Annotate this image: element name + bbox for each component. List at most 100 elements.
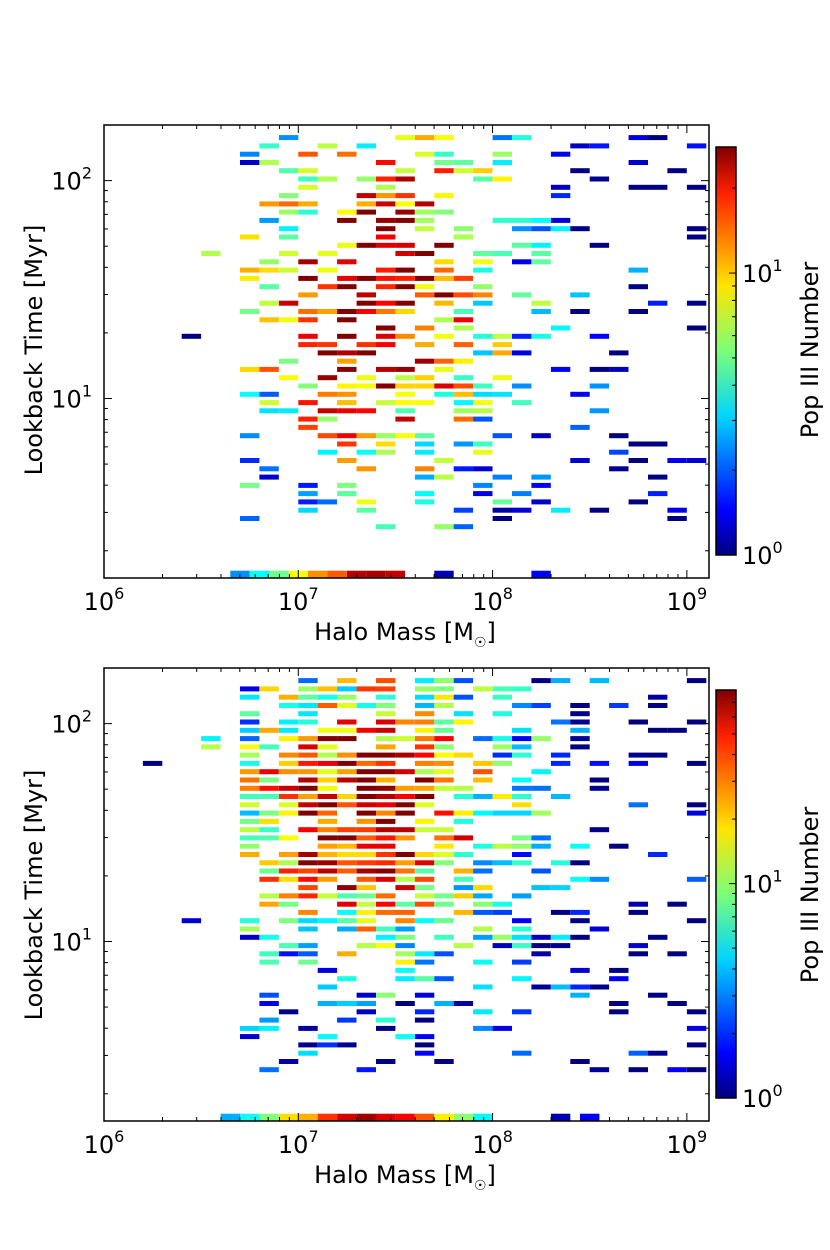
heatmap-cell: [317, 375, 338, 381]
heatmap-cell: [337, 926, 357, 932]
heatmap-cell: [317, 251, 338, 256]
heatmap-cell: [414, 736, 435, 742]
heatmap-cell: [414, 358, 435, 364]
heatmap-cell: [395, 769, 415, 775]
heatmap-cell: [356, 466, 376, 472]
heatmap-cell: [395, 934, 415, 940]
heatmap-cell: [337, 777, 357, 783]
heatmap-cell: [531, 433, 551, 439]
heatmap-cell: [512, 794, 532, 799]
heatmap-cell: [376, 893, 396, 899]
heatmap-cell: [337, 217, 357, 223]
heatmap-cell: [589, 777, 610, 783]
heatmap-cell: [686, 1067, 707, 1073]
heatmap-cell: [628, 1050, 648, 1056]
heatmap-cell: [667, 727, 687, 733]
heatmap-cell: [240, 843, 260, 849]
heatmap-cell: [376, 703, 396, 708]
heatmap-cell: [648, 727, 668, 733]
heatmap-cell: [453, 885, 474, 891]
heatmap-cell: [570, 967, 590, 973]
heatmap-cell: [278, 810, 299, 816]
heatmap-cell: [512, 943, 532, 949]
heatmap-cell: [686, 719, 707, 725]
heatmap-cell: [298, 686, 318, 692]
heatmap-cell: [298, 893, 318, 899]
heatmap-cell: [512, 893, 532, 899]
heatmap-cell: [376, 366, 396, 372]
x-ticks-bottom: 106 107 108 109: [84, 668, 707, 1159]
heatmap-cell: [453, 408, 474, 414]
heatmap-cell: [414, 752, 435, 758]
y-tick-label: 102: [51, 707, 92, 739]
heatmap-cell: [648, 135, 668, 141]
heatmap-cell: [356, 943, 376, 949]
heatmap-cell: [395, 135, 415, 141]
heatmap-cell: [512, 852, 532, 857]
heatmap-cell: [337, 794, 357, 799]
heatmap-cell: [317, 267, 338, 273]
heatmap-cell: [609, 1001, 629, 1006]
heatmap-cell: [414, 703, 435, 708]
heatmap-cell: [434, 570, 454, 578]
heatmap-cell: [414, 860, 435, 866]
heatmap-cells-bottom: [142, 678, 707, 1121]
heatmap-cell: [512, 686, 532, 692]
heatmap-cell: [453, 226, 474, 232]
heatmap-cell: [395, 736, 415, 742]
heatmap-cell: [259, 160, 279, 165]
heatmap-cell: [414, 719, 435, 725]
heatmap-cell: [259, 1001, 279, 1006]
heatmap-cell: [395, 827, 415, 833]
heatmap-cell: [298, 802, 318, 808]
heatmap-cell: [259, 686, 279, 692]
heatmap-cell: [298, 383, 318, 389]
heatmap-cell: [337, 802, 357, 808]
heatmap-cell: [473, 860, 493, 866]
heatmap-cell: [531, 785, 551, 791]
heatmap-cell: [492, 686, 512, 692]
heatmap-cell: [356, 433, 376, 439]
heatmap-cell: [259, 466, 279, 472]
y-ticks-bottom: 101 102: [51, 707, 709, 1095]
heatmap-cell: [492, 860, 512, 866]
heatmap-cell: [550, 794, 571, 799]
heatmap-cell: [434, 843, 454, 849]
heatmap-cell: [317, 752, 338, 758]
heatmap-cell: [317, 893, 338, 899]
heatmap-cell: [259, 827, 279, 833]
heatmap-cell: [395, 951, 415, 957]
heatmap-cell: [473, 760, 493, 766]
heatmap-cell: [240, 151, 260, 157]
heatmap-cell: [395, 366, 415, 372]
heatmap-cell: [414, 491, 435, 497]
heatmap-cell: [278, 300, 299, 306]
heatmap-cell: [356, 342, 376, 348]
heatmap-cell: [473, 686, 493, 692]
heatmap-cell: [376, 810, 396, 816]
heatmap-cell: [434, 810, 454, 816]
x-tick-label: 108: [472, 584, 513, 616]
heatmap-cell: [298, 1025, 318, 1031]
heatmap-cell: [356, 868, 376, 874]
heatmap-cell: [434, 727, 454, 733]
heatmap-cell: [317, 818, 338, 824]
heatmap-cell: [492, 507, 512, 513]
heatmap-cell: [531, 943, 551, 949]
heatmap-cell: [376, 342, 396, 348]
heatmap-cell: [512, 736, 532, 742]
heatmap-cell: [395, 1034, 415, 1040]
heatmap-cell: [240, 694, 260, 700]
heatmap-cell: [376, 909, 396, 915]
heatmap-cell: [317, 1001, 338, 1006]
heatmap-cell: [376, 719, 396, 725]
heatmap-cell: [337, 678, 357, 684]
heatmap-cell: [550, 885, 571, 891]
heatmap-cell: [414, 901, 435, 907]
heatmap-cell: [395, 918, 415, 924]
heatmap-cell: [376, 1059, 396, 1064]
heatmap-cell: [473, 769, 493, 775]
heatmap-cell: [240, 736, 260, 742]
heatmap-cell: [434, 901, 454, 907]
heatmap-cell: [395, 416, 415, 422]
